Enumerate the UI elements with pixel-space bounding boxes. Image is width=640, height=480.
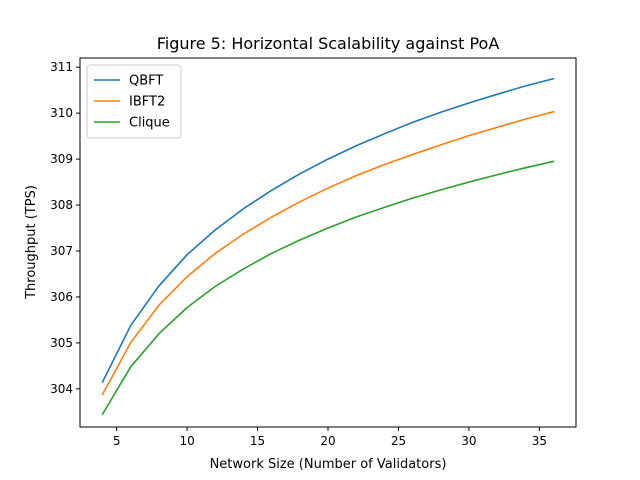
chart-title: Figure 5: Horizontal Scalability against…: [157, 34, 500, 53]
x-tick-label: 30: [461, 434, 476, 448]
y-tick-label: 307: [50, 244, 73, 258]
legend-box: [86, 64, 182, 139]
legend-label-ibft2: IBFT2: [129, 95, 165, 110]
legend: QBFT IBFT2 Clique: [86, 64, 182, 139]
y-tick-label: 305: [50, 336, 73, 350]
series-line-clique: [101, 160, 555, 416]
x-axis: 5 10 15 20 25 30 35: [113, 427, 547, 448]
y-tick-label: 308: [50, 198, 73, 212]
x-tick-label: 25: [391, 434, 406, 448]
x-axis-label: Network Size (Number of Validators): [210, 457, 447, 472]
series-line-qbft: [101, 77, 555, 384]
y-tick-label: 311: [50, 60, 73, 74]
x-tick-label: 20: [320, 434, 335, 448]
legend-label-clique: Clique: [129, 116, 170, 131]
series-layer: [101, 77, 555, 416]
y-tick-label: 304: [50, 382, 73, 396]
y-tick-label: 310: [50, 106, 73, 120]
x-tick-label: 10: [179, 434, 194, 448]
y-tick-label: 306: [50, 290, 73, 304]
series-line-ibft2: [101, 110, 555, 396]
y-tick-label: 309: [50, 152, 73, 166]
x-tick-label: 15: [250, 434, 265, 448]
x-tick-label: 35: [532, 434, 547, 448]
x-tick-label: 5: [113, 434, 121, 448]
y-axis: 304 305 306 307 308 309 310 311: [50, 60, 80, 396]
legend-label-qbft: QBFT: [129, 74, 163, 89]
y-axis-label: Throughput (TPS): [24, 185, 39, 300]
